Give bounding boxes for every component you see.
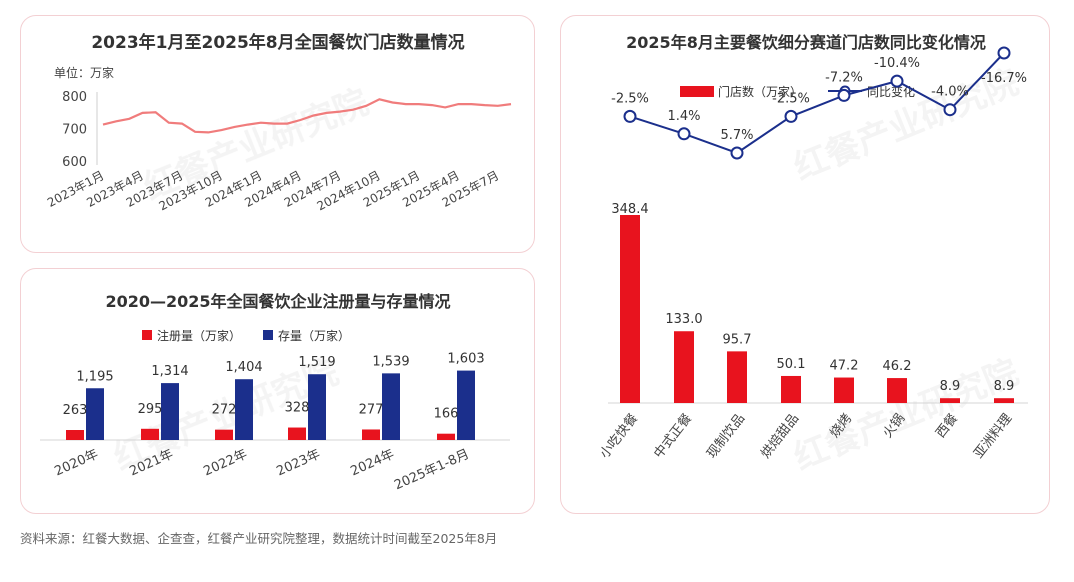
chart3-category-label: 现制饮品 — [704, 411, 748, 461]
panel-segments — [560, 15, 1050, 514]
chart3-yoy-label: -2.5% — [611, 91, 649, 106]
chart2-bar-registered — [141, 428, 159, 440]
chart3-bar-label: 47.2 — [830, 359, 859, 374]
chart2-bar-registered — [362, 429, 380, 440]
chart3-bar — [834, 377, 854, 403]
chart3-bar-label: 8.9 — [994, 379, 1015, 394]
chart3-bar — [620, 215, 640, 403]
chart2-bar-registered — [66, 430, 84, 440]
chart2-bar-stock — [161, 383, 179, 440]
chart3-category-label: 小吃快餐 — [597, 411, 642, 462]
chart3-category-label: 中式正餐 — [651, 411, 696, 462]
chart3-yoy-label: 5.7% — [720, 128, 753, 143]
chart2-category-label: 2023年 — [274, 447, 322, 479]
chart1-ytick-label: 800 — [62, 90, 87, 105]
chart3-bar — [887, 378, 907, 403]
chart3-bar — [781, 375, 801, 403]
chart2-category-label: 2024年 — [348, 447, 396, 479]
chart3-yoy-line — [629, 52, 1005, 155]
chart3-yoy-point — [997, 46, 1011, 60]
chart2-label-registered: 166 — [434, 407, 459, 422]
chart1-title: 2023年1月至2025年8月全国餐饮门店数量情况 — [91, 32, 464, 53]
chart3-yoy-label: 1.4% — [667, 109, 700, 124]
chart3-bar-label: 8.9 — [940, 379, 961, 394]
chart2-legend-stock: 存量（万家） — [278, 328, 350, 343]
chart2-label-registered: 263 — [63, 403, 88, 418]
chart2-legend-swatch-stock — [263, 330, 273, 340]
chart2-label-stock: 1,603 — [447, 352, 484, 367]
source-note: 资料来源：红餐大数据、企查查，红餐产业研究院整理，数据统计时间截至2025年8月 — [20, 531, 498, 546]
chart2-bar-stock — [235, 379, 253, 440]
chart3-bar-label: 50.1 — [777, 357, 806, 372]
chart3-yoy-point — [837, 88, 851, 102]
chart3-bar-label: 133.0 — [665, 312, 702, 327]
chart2-label-registered: 295 — [138, 402, 163, 417]
chart2-bar-stock — [457, 370, 475, 440]
chart3-bar — [727, 351, 747, 403]
chart3-bar-label: 95.7 — [723, 332, 752, 347]
chart3-yoy-point — [730, 146, 744, 160]
chart2-title: 2020—2025年全国餐饮企业注册量与存量情况 — [105, 292, 450, 311]
chart3-yoy-point — [943, 103, 957, 117]
chart3-yoy-label: -16.7% — [981, 71, 1027, 86]
chart2-label-stock: 1,519 — [298, 355, 335, 370]
chart2-legend-registered: 注册量（万家） — [157, 328, 241, 343]
chart2-bar-registered — [437, 433, 455, 440]
chart3-bar-label: 348.4 — [611, 202, 648, 217]
chart3-yoy-point — [623, 109, 637, 123]
chart3-legend-bar: 门店数（万家） — [718, 84, 802, 99]
chart3-legend-swatch-bar — [680, 86, 714, 97]
chart3-yoy-label: -7.2% — [825, 70, 863, 85]
chart2-label-stock: 1,314 — [151, 364, 188, 379]
chart1-ytick-label: 600 — [62, 155, 87, 170]
chart3-category-label: 亚洲料理 — [971, 411, 1015, 461]
chart2-label-registered: 328 — [285, 401, 310, 416]
chart3-yoy-label: -4.0% — [931, 85, 969, 100]
chart3-yoy-label: -10.4% — [874, 56, 920, 71]
chart3-yoy-point — [784, 109, 798, 123]
chart3-bar — [994, 398, 1014, 403]
chart2-label-stock: 1,195 — [76, 369, 113, 384]
chart2-bar-registered — [288, 427, 306, 440]
chart2-label-registered: 272 — [212, 403, 237, 418]
chart3-yoy-point — [677, 127, 691, 141]
chart2-category-label: 2020年 — [52, 447, 100, 479]
panel-store-count — [20, 15, 535, 253]
chart2-legend-swatch-registered — [142, 330, 152, 340]
chart1-ytick-label: 700 — [62, 123, 87, 138]
chart1-series-line — [102, 98, 512, 134]
chart3-bar — [674, 331, 694, 403]
chart2-label-registered: 277 — [359, 402, 384, 417]
chart3-legend-line: 同比变化 — [867, 84, 915, 99]
chart3-title: 2025年8月主要餐饮细分赛道门店数同比变化情况 — [626, 33, 986, 52]
panel-registration — [20, 268, 535, 514]
chart2-bar-stock — [382, 373, 400, 440]
chart3-bar — [940, 398, 960, 403]
chart2-bar-stock — [86, 388, 104, 440]
chart2-category-label: 2025年1-8月 — [392, 447, 471, 493]
chart3-bar-label: 46.2 — [883, 359, 912, 374]
chart1-ylabel: 单位：万家 — [54, 65, 114, 80]
chart3-yoy-point — [890, 74, 904, 88]
chart2-label-stock: 1,404 — [225, 360, 262, 375]
chart2-label-stock: 1,539 — [372, 354, 409, 369]
chart3-yoy-label: -2.5% — [772, 91, 810, 106]
chart2-category-label: 2022年 — [201, 447, 249, 479]
chart2-bar-registered — [215, 429, 233, 440]
chart2-bar-stock — [308, 374, 326, 440]
